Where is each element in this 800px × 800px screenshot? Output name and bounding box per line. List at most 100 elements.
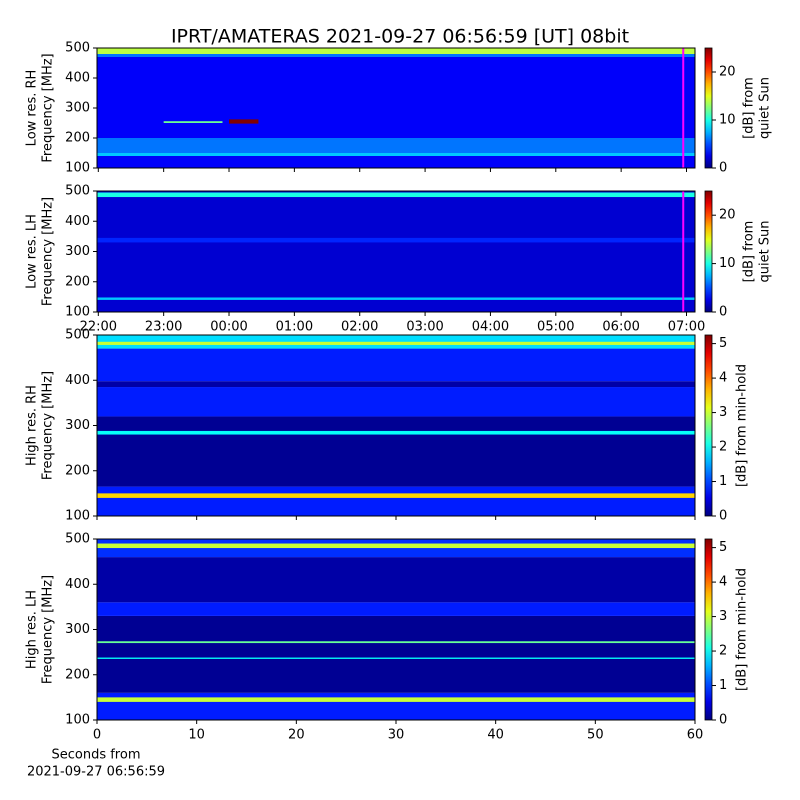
colorbar [704, 47, 713, 169]
x-tick-label: 07:00 [668, 320, 705, 335]
x-tick-label: 50 [587, 728, 604, 743]
frequency-band [97, 641, 695, 644]
burst [229, 119, 259, 124]
frequency-band [97, 191, 695, 312]
x-tick-label: 05:00 [537, 320, 574, 335]
colorbar-tick-label: 5 [719, 540, 727, 555]
y-tick-label: 500 [65, 184, 90, 199]
colorbar-label: quiet Sun [758, 220, 773, 282]
frequency-band [97, 493, 695, 498]
colorbar-tick-label: 1 [719, 678, 727, 693]
colorbar-tick-label: 3 [719, 405, 727, 420]
frequency-band [97, 657, 695, 659]
frequency-band [97, 615, 695, 693]
x-tick-label: 30 [388, 728, 405, 743]
x-tick-label: 22:00 [80, 320, 117, 335]
frequency-band [97, 543, 695, 549]
x-tick-label: 04:00 [472, 320, 509, 335]
colorbar-tick-label: 2 [719, 644, 727, 659]
y-axis-label: Frequency [MHz] [41, 53, 56, 162]
x-tick-label: 10 [188, 728, 205, 743]
y-axis-label: Frequency [MHz] [41, 371, 56, 480]
frequency-band [97, 387, 695, 417]
x-tick-label: 03:00 [406, 320, 443, 335]
y-tick-label: 200 [65, 463, 90, 478]
colorbar-label: [dB] from [742, 221, 757, 283]
y-tick-label: 300 [65, 101, 90, 116]
x-axis-label: 2021-09-27 06:56:59 [27, 765, 165, 780]
x-tick-label: 0 [93, 728, 101, 743]
colorbar-tick-label: 0 [719, 713, 727, 728]
colorbar-tick-label: 0 [719, 161, 727, 176]
frequency-band [97, 430, 695, 435]
plot-area [97, 335, 695, 516]
frequency-band [97, 237, 695, 243]
y-tick-label: 400 [65, 373, 90, 388]
colorbar-tick-label: 10 [719, 256, 736, 271]
y-tick-label: 100 [65, 713, 90, 728]
x-tick-label: 00:00 [210, 320, 247, 335]
frequency-band [97, 48, 695, 54]
frequency-band [97, 341, 695, 345]
plot-area [97, 539, 695, 720]
y-tick-label: 500 [65, 328, 90, 343]
colorbar-tick-label: 2 [719, 440, 727, 455]
y-axis-label: Low res. RH [25, 70, 40, 147]
x-tick-label: 40 [487, 728, 504, 743]
colorbar-label: [dB] from [742, 77, 757, 139]
x-axis-label: Seconds from [51, 748, 140, 763]
y-tick-label: 200 [65, 667, 90, 682]
frequency-band [97, 348, 695, 382]
frequency-band [97, 54, 695, 57]
y-tick-label: 200 [65, 131, 90, 146]
frequency-band [97, 697, 695, 702]
y-axis-label: Low res. LH [25, 214, 40, 289]
y-tick-label: 300 [65, 418, 90, 433]
frequency-band [97, 381, 695, 388]
colorbar [704, 334, 713, 517]
colorbar-tick-label: 4 [719, 371, 727, 386]
frequency-band [97, 416, 695, 487]
colorbar-label: [dB] from min-hold [735, 568, 750, 691]
y-tick-label: 100 [65, 161, 90, 176]
burst [163, 121, 223, 123]
y-tick-label: 300 [65, 622, 90, 637]
figure-title: IPRT/AMATERAS 2021-09-27 06:56:59 [UT] 0… [171, 26, 629, 48]
colorbar-tick-label: 3 [719, 609, 727, 624]
y-axis-label: High res. LH [25, 590, 40, 669]
frequency-band [97, 192, 695, 198]
colorbar-label: [dB] from min-hold [735, 364, 750, 487]
y-tick-label: 400 [65, 577, 90, 592]
y-tick-label: 100 [65, 305, 90, 320]
y-tick-label: 200 [65, 274, 90, 289]
y-tick-label: 500 [65, 532, 90, 547]
y-tick-label: 300 [65, 244, 90, 259]
frequency-band [97, 692, 695, 720]
frequency-band [97, 153, 695, 156]
colorbar-tick-label: 4 [719, 575, 727, 590]
colorbar-tick-label: 0 [719, 509, 727, 524]
frequency-band [97, 297, 695, 300]
frequency-band [97, 486, 695, 516]
frequency-band [97, 557, 695, 603]
y-tick-label: 100 [65, 509, 90, 524]
colorbar-tick-label: 20 [719, 65, 736, 80]
colorbar-tick-label: 10 [719, 113, 736, 128]
colorbar [704, 538, 713, 721]
colorbar-tick-label: 5 [719, 336, 727, 351]
y-tick-label: 400 [65, 214, 90, 229]
plot-area [97, 48, 695, 168]
y-tick-label: 500 [65, 41, 90, 56]
colorbar-tick-label: 20 [719, 208, 736, 223]
x-tick-label: 01:00 [276, 320, 313, 335]
colorbar-label: quiet Sun [758, 77, 773, 139]
colorbar-tick-label: 1 [719, 474, 727, 489]
plot-area [97, 191, 695, 312]
x-tick-label: 23:00 [145, 320, 182, 335]
frequency-band [97, 138, 695, 153]
y-axis-label: Frequency [MHz] [41, 197, 56, 306]
colorbar [704, 190, 713, 313]
colorbar-tick-label: 0 [719, 305, 727, 320]
y-tick-label: 400 [65, 71, 90, 86]
